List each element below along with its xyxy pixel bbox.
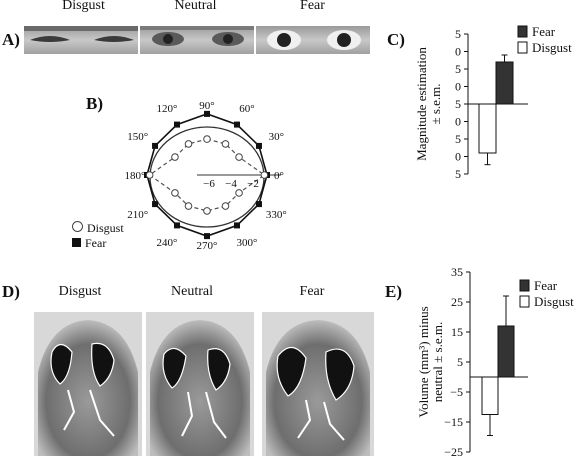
y-tick-label: 5 (455, 167, 461, 181)
mri-disgust (34, 312, 142, 456)
polar-disgust-point (171, 189, 179, 197)
polar-radial-tick-label: −6 (203, 178, 215, 190)
y-tick-label: 0 (455, 150, 461, 164)
y-axis-label-line1: Volume (mm³) minus (416, 306, 431, 417)
eye-photo-neutral (140, 26, 254, 54)
legend-label-fear: Fear (532, 24, 556, 39)
polar-disgust-point (184, 140, 193, 148)
polar-angle-label: 270° (197, 240, 218, 252)
polar-fear-point (204, 233, 210, 240)
eye-photo-fear (256, 26, 370, 54)
y-tick-label: 5 (455, 97, 461, 111)
polar-angle-label: 120° (157, 103, 178, 115)
y-tick-label: −25 (444, 445, 463, 458)
y-tick-label: 0 (455, 115, 461, 129)
y-tick-label: 35 (451, 265, 463, 279)
y-tick-label: −15 (444, 415, 463, 429)
polar-disgust-point (145, 171, 154, 179)
polar-fear-point (152, 201, 159, 208)
polar-disgust-point (260, 171, 269, 179)
chart-c: 5 0 5 0 5 0 5 0 5 Magnitude estimation ± s.e.m. Fea… (414, 24, 572, 181)
polar-angle-label: 0° (274, 170, 284, 182)
polar-disgust-point (171, 153, 179, 161)
polar-angle-label: 30° (269, 131, 284, 143)
y-axis-label-line1: Magnitude estimation (414, 47, 429, 161)
polar-fear-point (234, 222, 240, 229)
panel-a-label-neutral: Neutral (174, 0, 217, 13)
y-tick-label: −5 (450, 385, 463, 399)
bar-fear (495, 61, 514, 105)
polar-angle-label: 60° (239, 103, 254, 115)
panel-d-letter: D) (2, 282, 20, 301)
panel-c-letter: C) (387, 30, 405, 49)
y-tick-label: 5 (455, 62, 461, 76)
polar-radial-tick-label: −2 (247, 178, 259, 190)
polar-disgust-point (184, 202, 193, 210)
polar-angle-label: 300° (237, 237, 258, 249)
y-tick-label: 5 (455, 132, 461, 146)
panel-b-letter: B) (86, 94, 103, 113)
polar-angle-label: 330° (266, 209, 287, 221)
panel-d-label-fear: Fear (299, 284, 325, 299)
polar-disgust-point (235, 189, 243, 197)
legend-label-disgust: Disgust (534, 294, 574, 309)
legend-label-disgust: Disgust (532, 40, 572, 55)
polar-angle-label: 180° (125, 170, 146, 182)
polar-fear-point (174, 121, 180, 128)
polar-fear-point (174, 222, 180, 229)
legend-swatch-disgust (519, 295, 530, 308)
polar-disgust-point (221, 202, 230, 210)
polar-radial-tick-label: −4 (225, 178, 237, 190)
legend-label-fear: Fear (534, 278, 558, 293)
y-tick-label: 5 (457, 355, 463, 369)
y-tick-label: 0 (455, 45, 461, 59)
polar-fear-point (255, 142, 262, 149)
panel-e-letter: E) (385, 282, 402, 301)
polar-fear-point (234, 121, 240, 128)
polar-disgust-point (235, 153, 243, 161)
legend-fear-symbol (72, 238, 81, 247)
bar-fear (497, 325, 515, 378)
mri-fear (262, 312, 374, 456)
bar-disgust (481, 376, 499, 415)
legend-swatch-fear (517, 25, 528, 38)
polar-angle-label: 150° (127, 131, 148, 143)
y-axis-label-line2: neutral ± s.e.m. (430, 322, 445, 402)
mri-images (34, 312, 374, 456)
legend-disgust-label: Disgust (87, 221, 124, 235)
polar-disgust-point (203, 207, 211, 215)
y-tick-label: 15 (451, 325, 463, 339)
legend-fear-label: Fear (85, 236, 107, 250)
legend-disgust: Disgust (72, 221, 124, 236)
polar-disgust-point (221, 140, 230, 148)
panel-a-label-disgust: Disgust (62, 0, 105, 13)
polar-fear-point (152, 142, 159, 149)
y-tick-label: 0 (455, 80, 461, 94)
polar-fear-point (255, 201, 262, 208)
legend-swatch-fear (519, 279, 530, 292)
panel-a-label-fear: Fear (300, 0, 325, 13)
panel-d-label-neutral: Neutral (171, 284, 213, 299)
polar-disgust-point (203, 135, 211, 143)
polar-angle-label: 210° (127, 209, 148, 221)
y-tick-label: 25 (451, 295, 463, 309)
mri-neutral (146, 312, 254, 456)
panel-d-label-disgust: Disgust (58, 284, 102, 299)
legend-fear: Fear (72, 236, 106, 251)
chart-e: 35 25 15 5 −5 −15 −25 Volume (mm³) minus neutral… (416, 265, 574, 458)
polar-angle-label: 90° (199, 100, 214, 112)
polar-angle-label: 240° (157, 237, 178, 249)
legend-disgust-symbol (72, 221, 83, 232)
y-tick-label: 5 (455, 27, 461, 41)
panel-a-letter: A) (2, 30, 20, 49)
polar-fear-point (204, 110, 210, 117)
y-axis-label-line2: ± s.e.m. (428, 83, 443, 124)
legend-swatch-disgust (517, 41, 528, 54)
bar-disgust (478, 103, 497, 154)
eye-photos (24, 26, 370, 54)
eye-photo-disgust (24, 26, 138, 54)
